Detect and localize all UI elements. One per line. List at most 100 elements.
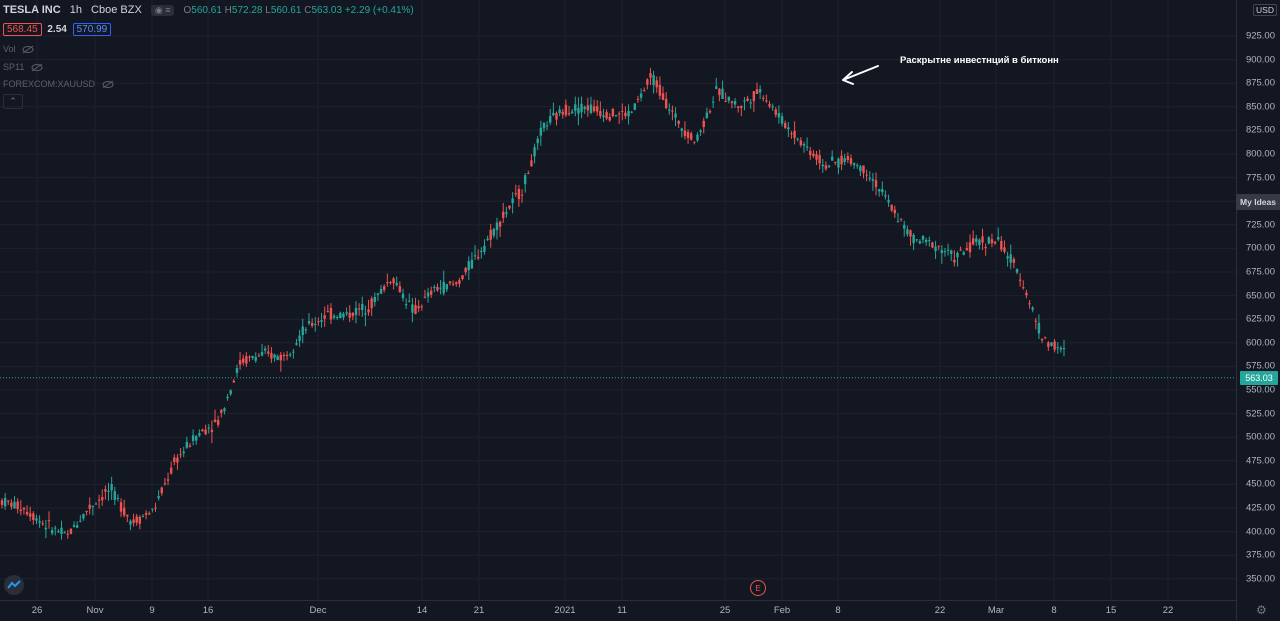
bid-ask-panel: 568.45 2.54 570.99	[3, 23, 112, 36]
candle-body	[849, 158, 853, 164]
candle-body	[852, 163, 856, 166]
candle-body	[19, 509, 22, 512]
candle-body	[736, 106, 740, 109]
time-tick-label: 8	[835, 605, 841, 616]
candle-body	[602, 115, 605, 118]
candle-body	[686, 132, 690, 138]
candle-body	[445, 284, 449, 290]
candle-body	[749, 102, 752, 104]
candle-body	[433, 286, 436, 288]
chart-area[interactable]: TESLA INC 1h Cboe BZX ◉ ≡ O560.61 H572.2…	[0, 0, 1236, 600]
legend-toggle-icon[interactable]: ◉ ≡	[150, 5, 175, 16]
tradingview-logo-icon[interactable]	[4, 575, 24, 595]
candle-body	[937, 245, 940, 247]
candle-body	[624, 112, 627, 117]
candle-body	[1009, 254, 1012, 263]
candle-body	[94, 503, 98, 505]
candle-body	[530, 160, 533, 167]
candle-body	[342, 313, 345, 318]
bid-price[interactable]: 568.45	[3, 23, 42, 36]
candle-body	[442, 281, 445, 294]
candle-body	[110, 484, 113, 491]
candle-body	[533, 147, 536, 157]
price-tick-label: 725.00	[1245, 219, 1275, 231]
candle-body	[191, 435, 195, 441]
candle-body	[129, 520, 132, 525]
candle-body	[163, 483, 167, 485]
price-tick-label: 625.00	[1245, 313, 1275, 325]
candle-body	[605, 112, 608, 119]
candle-body	[44, 527, 48, 530]
collapse-indicators-button[interactable]: ⌃	[3, 94, 23, 109]
candle-body	[724, 101, 727, 103]
annotation-text[interactable]: Раскрытне инвестнций в битконн	[900, 55, 1059, 66]
candle-body	[1031, 307, 1034, 310]
currency-button[interactable]: USD	[1253, 4, 1277, 16]
candle-body	[890, 204, 893, 211]
candle-body	[339, 312, 342, 318]
candle-body	[3, 497, 7, 507]
candle-body	[677, 120, 680, 124]
candle-body	[718, 88, 721, 96]
candle-body	[633, 103, 637, 110]
indicator-vol[interactable]: Vol	[3, 44, 34, 54]
candle-body	[1025, 292, 1028, 296]
candle-body	[254, 357, 257, 361]
candle-body	[1022, 287, 1025, 289]
candle-body	[28, 513, 32, 517]
candle-body	[401, 293, 405, 299]
ask-price[interactable]: 570.99	[72, 23, 112, 36]
candle-body	[398, 286, 402, 293]
candle-body	[586, 105, 590, 111]
candle-body	[273, 354, 276, 358]
candle-body	[646, 79, 649, 85]
time-tick-label: 11	[617, 605, 627, 616]
symbol-name[interactable]: TESLA INC	[3, 4, 61, 16]
candle-body	[104, 489, 107, 492]
candle-body	[75, 525, 79, 528]
earnings-marker[interactable]: E	[750, 580, 766, 596]
candle-body	[216, 420, 220, 425]
indicator-xauusd[interactable]: FOREXCOM:XAUUSD	[3, 79, 114, 89]
candle-body	[680, 128, 684, 131]
candle-body	[834, 161, 837, 163]
candle-body	[379, 288, 383, 294]
time-axis[interactable]: 26 Nov 9 16 Dec 14 21 2021 11 25 Feb 8 22 Mar 8 15 22	[0, 600, 1236, 621]
candle-body	[539, 127, 543, 136]
candle-body	[317, 321, 320, 323]
candle-body	[621, 110, 624, 112]
hidden-eye-icon[interactable]	[31, 63, 43, 72]
candle-body	[639, 93, 643, 98]
candle-body	[82, 513, 85, 519]
settings-gear-icon[interactable]: ⚙	[1256, 603, 1267, 617]
indicator-sp11[interactable]: SP11	[3, 62, 43, 72]
price-axis[interactable]: USD 350.00 375.00 400.00 425.00 450.00 475.00…	[1236, 0, 1280, 620]
candle-body	[204, 429, 207, 435]
candle-body	[696, 134, 699, 141]
my-ideas-button[interactable]: My Ideas	[1236, 194, 1280, 210]
spread-value: 2.54	[47, 24, 67, 35]
candle-body	[376, 293, 380, 295]
candle-body	[517, 188, 521, 200]
interval-label[interactable]: 1h	[69, 4, 82, 16]
hidden-eye-icon[interactable]	[102, 80, 114, 89]
candle-body	[658, 84, 662, 96]
candle-body	[655, 80, 658, 88]
candle-body	[978, 239, 981, 246]
candle-body	[470, 259, 474, 269]
candle-body	[570, 111, 574, 114]
candle-body	[874, 180, 878, 188]
price-tick-label: 775.00	[1245, 172, 1275, 184]
candle-body	[411, 304, 414, 313]
price-tick-label: 825.00	[1245, 124, 1275, 136]
candle-body	[899, 218, 903, 220]
candle-body	[492, 228, 496, 236]
price-chart[interactable]	[0, 0, 1236, 600]
candle-body	[245, 356, 248, 364]
hidden-eye-icon[interactable]	[22, 45, 34, 54]
candle-body	[417, 306, 420, 309]
candle-body	[260, 351, 264, 356]
candle-body	[896, 221, 900, 223]
candle-body	[116, 497, 120, 499]
candle-body	[975, 238, 978, 243]
